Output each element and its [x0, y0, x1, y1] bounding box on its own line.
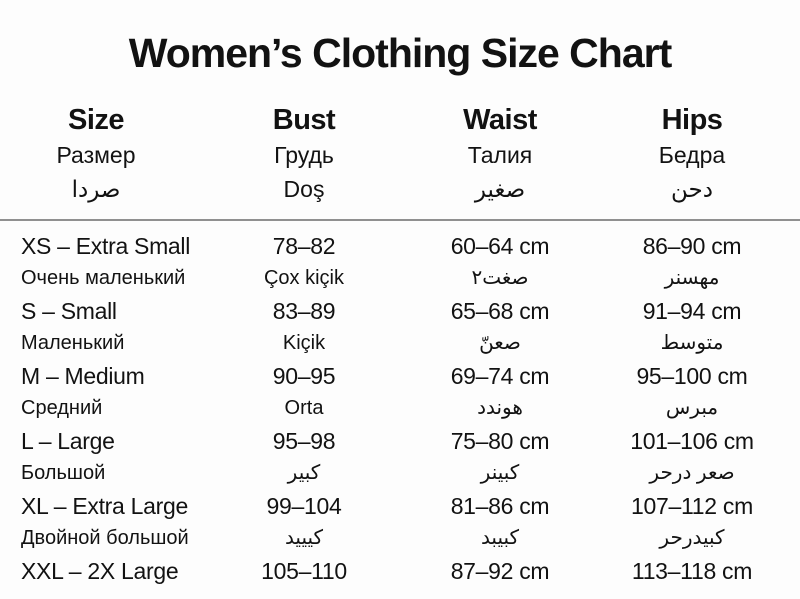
hips-sub-label: صعر درحر	[649, 462, 735, 484]
bust-cell: 95–98 كبير	[192, 424, 416, 489]
size-sub-label: Очень маленький	[21, 267, 186, 289]
column-header-waist-other: صغير	[474, 176, 526, 202]
bust-value: 105–110	[261, 558, 347, 584]
table-row-m: M – Medium Средний 90–95 Orta 69–74 cm ه…	[0, 359, 800, 424]
hips-sub-label: كبيدرحر	[659, 527, 725, 549]
column-header-hips-ru: Бедра	[658, 142, 726, 168]
waist-sub-label: كبينر	[480, 462, 520, 484]
bust-sub-label: كبير	[287, 462, 321, 484]
waist-value: 75–80 cm	[450, 428, 550, 454]
bust-value: 78–82	[272, 233, 336, 259]
size-label: L – Large	[21, 428, 115, 454]
bust-sub-label: Orta	[284, 397, 324, 419]
waist-value: 65–68 cm	[450, 298, 550, 324]
column-header-bust-ru: Грудь	[274, 142, 334, 168]
size-cell: M – Medium Средний	[0, 359, 192, 424]
column-header-waist-ru: Талия	[467, 142, 533, 168]
size-cell: S – Small Маленький	[0, 294, 192, 359]
bust-value: 90–95	[272, 363, 336, 389]
waist-sub-label: صغت٢	[471, 267, 529, 289]
waist-cell: 87–92 cm	[416, 554, 584, 599]
bust-sub-label: Çox kiçik	[263, 267, 344, 289]
hips-value: 107–112 cm	[631, 493, 753, 519]
hips-value: 91–94 cm	[642, 298, 742, 324]
size-table: Size Bust Waist Hips Размер Грудь Талия …	[0, 102, 800, 599]
column-header-size: Size	[67, 104, 125, 136]
table-header: Size Bust Waist Hips Размер Грудь Талия …	[0, 102, 800, 206]
size-cell: L – Large Большой	[0, 424, 192, 489]
waist-value: 69–74 cm	[450, 363, 550, 389]
waist-cell: 81–86 cm كبيبد	[416, 489, 584, 554]
waist-value: 87–92 cm	[450, 558, 550, 584]
hips-cell: 91–94 cm متوسط	[584, 294, 800, 359]
page-title: Women’s Clothing Size Chart	[128, 30, 672, 76]
bust-cell: 105–110	[192, 554, 416, 599]
bust-sub-label: Kiçik	[282, 332, 326, 354]
hips-sub-label: مبرس	[665, 397, 719, 419]
size-sub-label: Средний	[21, 397, 103, 419]
table-row-s: S – Small Маленький 83–89 Kiçik 65–68 cm…	[0, 294, 800, 359]
size-label: XL – Extra Large	[21, 493, 188, 519]
size-label: M – Medium	[21, 363, 145, 389]
table-divider	[0, 219, 800, 221]
column-header-hips-other: دحن	[671, 176, 713, 202]
table-row-xs: XS – Extra Small Очень маленький 78–82 Ç…	[0, 229, 800, 294]
hips-cell: 86–90 cm مهسنر	[584, 229, 800, 294]
hips-value: 113–118 cm	[631, 558, 753, 584]
size-label: S – Small	[21, 298, 117, 324]
hips-sub-label: متوسط	[660, 332, 724, 354]
bust-cell: 78–82 Çox kiçik	[192, 229, 416, 294]
table-row-xxl: XXL – 2X Large 105–110 87–92 cm 113–118 …	[0, 554, 800, 599]
hips-value: 95–100 cm	[636, 363, 748, 389]
column-header-hips: Hips	[661, 104, 723, 136]
waist-cell: 75–80 cm كبينر	[416, 424, 584, 489]
hips-cell: 107–112 cm كبيدرحر	[584, 489, 800, 554]
waist-cell: 60–64 cm صغت٢	[416, 229, 584, 294]
bust-value: 83–89	[272, 298, 336, 324]
column-header-bust-other: Doş	[283, 176, 325, 202]
bust-value: 99–104	[266, 493, 342, 519]
size-sub-label: Маленький	[21, 332, 125, 354]
size-cell: XXL – 2X Large	[0, 554, 192, 599]
waist-value: 81–86 cm	[450, 493, 550, 519]
size-label: XXL – 2X Large	[21, 558, 179, 584]
size-label: XS – Extra Small	[21, 233, 191, 259]
column-header-size-ru: Размер	[56, 142, 136, 168]
bust-cell: 99–104 كيييد	[192, 489, 416, 554]
size-sub-label: Двойной большой	[21, 527, 189, 549]
bust-cell: 83–89 Kiçik	[192, 294, 416, 359]
waist-sub-label: هوندد	[477, 397, 523, 419]
waist-value: 60–64 cm	[450, 233, 550, 259]
hips-cell: 95–100 cm مبرس	[584, 359, 800, 424]
table-row-l: L – Large Большой 95–98 كبير 75–80 cm كب…	[0, 424, 800, 489]
header-row-english: Size Bust Waist Hips	[0, 102, 800, 138]
column-header-size-other: صردا	[71, 176, 121, 202]
size-sub-label: Большой	[21, 462, 106, 484]
waist-sub-label: صعنّ	[479, 332, 521, 354]
column-header-bust: Bust	[272, 104, 336, 136]
hips-value: 86–90 cm	[642, 233, 742, 259]
hips-cell: 113–118 cm	[584, 554, 800, 599]
table-body: XS – Extra Small Очень маленький 78–82 Ç…	[0, 229, 800, 599]
size-cell: XS – Extra Small Очень маленький	[0, 229, 192, 294]
header-row-russian: Размер Грудь Талия Бедра	[0, 138, 800, 172]
bust-sub-label: كيييد	[284, 527, 324, 549]
waist-cell: 65–68 cm صعنّ	[416, 294, 584, 359]
hips-sub-label: مهسنر	[664, 267, 720, 289]
header-row-other: صردا Doş صغير دحن	[0, 172, 800, 206]
hips-value: 101–106 cm	[630, 428, 754, 454]
table-row-xl: XL – Extra Large Двойной большой 99–104 …	[0, 489, 800, 554]
waist-cell: 69–74 cm هوندد	[416, 359, 584, 424]
column-header-waist: Waist	[463, 104, 537, 136]
size-cell: XL – Extra Large Двойной большой	[0, 489, 192, 554]
bust-value: 95–98	[272, 428, 336, 454]
waist-sub-label: كبيبد	[480, 527, 520, 549]
hips-cell: 101–106 cm صعر درحر	[584, 424, 800, 489]
bust-cell: 90–95 Orta	[192, 359, 416, 424]
